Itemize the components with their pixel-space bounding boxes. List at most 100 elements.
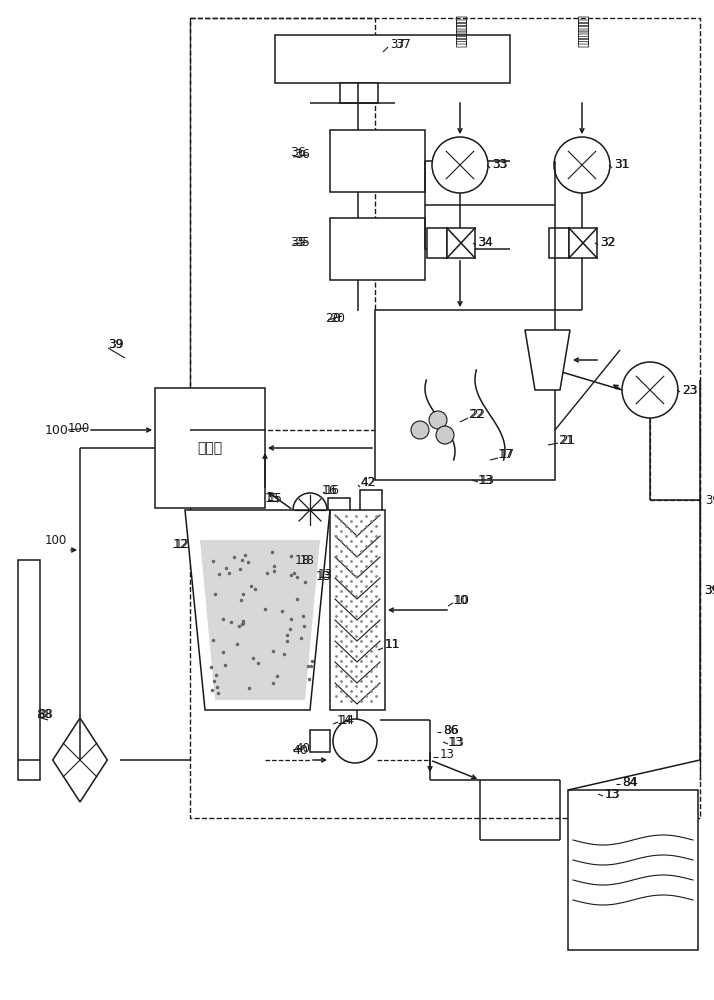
Text: 84: 84 [622, 776, 638, 788]
Text: 22: 22 [470, 408, 485, 422]
Text: 31: 31 [614, 158, 630, 172]
Text: 100: 100 [45, 534, 67, 546]
Text: 88: 88 [36, 708, 52, 722]
Text: 18: 18 [300, 554, 315, 566]
Text: 34: 34 [477, 236, 493, 249]
Text: 二次空气: 二次空气 [453, 15, 466, 45]
Text: 100: 100 [68, 422, 90, 434]
Text: 11: 11 [385, 639, 401, 652]
Circle shape [333, 719, 377, 763]
Text: 21: 21 [560, 434, 575, 446]
Text: 13: 13 [478, 474, 494, 487]
Bar [375, 310, 555, 480]
Text: 20: 20 [325, 312, 341, 324]
Text: 12: 12 [175, 538, 190, 552]
Polygon shape [185, 510, 330, 710]
Text: 40: 40 [295, 742, 310, 754]
Bar [190, 18, 375, 430]
Text: 86: 86 [443, 724, 458, 736]
Text: 37: 37 [390, 38, 405, 51]
Text: 42: 42 [360, 477, 376, 489]
Text: 100: 100 [45, 424, 69, 436]
Text: 16: 16 [322, 484, 338, 496]
Text: 32: 32 [600, 236, 615, 249]
Text: 33: 33 [492, 158, 508, 172]
Text: 10: 10 [453, 593, 469, 606]
Text: 17: 17 [500, 448, 515, 462]
Bar [340, 83, 378, 103]
Text: 18: 18 [295, 554, 311, 566]
Circle shape [429, 411, 447, 429]
Text: 36: 36 [290, 145, 306, 158]
Text: 11: 11 [385, 639, 400, 652]
Text: 15: 15 [265, 491, 281, 504]
Text: 20: 20 [330, 312, 345, 324]
Text: 35: 35 [290, 235, 306, 248]
Bar [427, 228, 447, 258]
Circle shape [432, 137, 488, 193]
Polygon shape [200, 540, 320, 700]
Bar [330, 130, 425, 192]
Polygon shape [525, 330, 570, 390]
Text: 17: 17 [498, 448, 514, 462]
Text: 32: 32 [600, 236, 615, 249]
Text: 15: 15 [268, 491, 283, 504]
Text: 23: 23 [682, 383, 697, 396]
Circle shape [622, 362, 678, 418]
Text: 二次空気: 二次空気 [453, 18, 466, 48]
Text: 39: 39 [108, 338, 123, 352]
Bar [360, 490, 382, 512]
Text: 36: 36 [295, 148, 310, 161]
Text: 88: 88 [38, 708, 53, 722]
Polygon shape [53, 718, 107, 802]
Text: 控制部: 控制部 [198, 441, 223, 455]
Circle shape [436, 426, 454, 444]
Text: 14: 14 [337, 714, 353, 726]
Text: 13: 13 [605, 788, 620, 800]
Bar [328, 498, 350, 520]
Text: 流動空気: 流動空気 [575, 18, 588, 48]
Bar [447, 228, 475, 258]
Text: 21: 21 [558, 434, 574, 446]
Bar [155, 388, 265, 508]
Text: 39: 39 [705, 493, 714, 506]
Circle shape [554, 137, 610, 193]
Text: 31: 31 [614, 158, 629, 172]
Bar [18, 560, 40, 780]
Text: 39: 39 [704, 584, 714, 596]
Text: 13: 13 [318, 568, 333, 582]
Text: 流动空气: 流动空气 [575, 15, 588, 45]
Text: 13: 13 [440, 748, 455, 762]
Bar [330, 218, 425, 280]
Text: 35: 35 [295, 235, 310, 248]
Text: 13: 13 [448, 736, 464, 748]
Bar [275, 35, 510, 83]
Text: 13: 13 [605, 788, 620, 800]
Text: 16: 16 [325, 484, 340, 496]
Text: 33: 33 [492, 158, 507, 172]
Text: 22: 22 [468, 408, 484, 422]
Bar [569, 228, 597, 258]
Text: 34: 34 [478, 236, 493, 249]
Text: 40: 40 [292, 744, 308, 756]
Text: 86: 86 [443, 724, 459, 736]
Bar [330, 510, 385, 710]
Text: 37: 37 [395, 38, 411, 51]
Circle shape [411, 421, 429, 439]
Text: 13: 13 [316, 570, 332, 584]
Text: 39: 39 [108, 338, 124, 352]
Text: 13: 13 [450, 736, 465, 748]
Bar [568, 790, 698, 950]
Bar [310, 730, 330, 752]
Text: 84: 84 [622, 776, 637, 788]
Text: 13: 13 [480, 474, 495, 487]
Text: 42: 42 [360, 477, 375, 489]
Text: 10: 10 [455, 593, 470, 606]
Text: 14: 14 [340, 714, 355, 726]
Text: 12: 12 [173, 538, 188, 552]
Text: 39: 39 [704, 584, 714, 596]
Circle shape [293, 493, 327, 527]
Bar [190, 18, 700, 818]
Text: 23: 23 [682, 383, 698, 396]
Bar [549, 228, 569, 258]
